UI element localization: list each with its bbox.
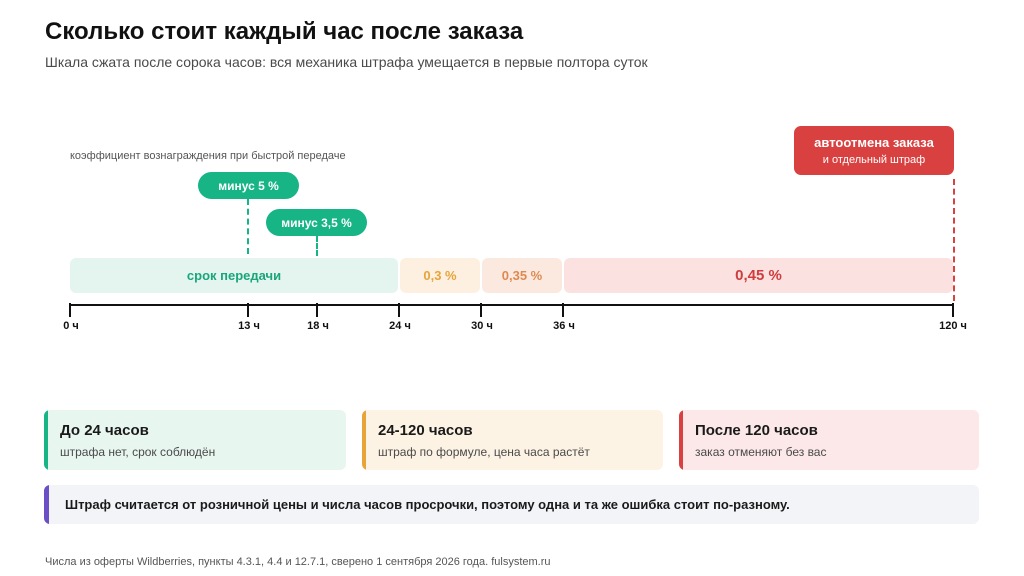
timeline-axis [70,304,954,306]
tick-30 [480,303,482,317]
tick-label-24: 24 ч [389,320,411,332]
card-after-120h: После 120 часов заказ отменяют без вас [679,410,979,470]
pill-minus-5: минус 5 % [198,172,299,199]
segment-deadline: срок передачи [70,258,398,293]
card-description: штрафа нет, срок соблюдён [60,445,216,459]
tick-13 [247,303,249,317]
card-accent-bar [44,410,48,470]
penalty-note: Штраф считается от розничной цены и числ… [44,485,979,524]
card-title: После 120 часов [695,422,818,439]
pill-minus-5-connector [247,199,249,254]
tick-120 [952,303,954,317]
tick-label-120: 120 ч [939,320,967,332]
tick-label-18: 18 ч [307,320,329,332]
card-description: штраф по формуле, цена часа растёт [378,445,590,459]
autocancel-callout: автоотмена заказа и отдельный штраф [794,126,954,175]
tick-18 [316,303,318,317]
source-footer: Числа из оферты Wildberries, пункты 4.3.… [45,556,551,568]
segment-rate-0-35: 0,35 % [482,258,562,293]
card-under-24h: До 24 часов штрафа нет, срок соблюдён [44,410,346,470]
card-accent-bar [362,410,366,470]
page-subtitle: Шкала сжата после сорока часов: вся меха… [45,54,648,70]
card-accent-bar [679,410,683,470]
page-title: Сколько стоит каждый час после заказа [45,18,524,45]
tick-0 [69,303,71,317]
card-24-120h: 24-120 часов штраф по формуле, цена часа… [362,410,663,470]
tick-24 [398,303,400,317]
tick-label-13: 13 ч [238,320,260,332]
pill-minus-3-5-connector [316,236,318,256]
autocancel-subtitle: и отдельный штраф [822,154,926,166]
autocancel-connector [953,179,955,301]
segment-rate-0-45: 0,45 % [564,258,953,293]
segment-rate-0-3: 0,3 % [400,258,480,293]
tick-label-30: 30 ч [471,320,493,332]
note-text: Штраф считается от розничной цены и числ… [65,497,790,512]
card-title: До 24 часов [60,422,149,439]
autocancel-title: автоотмена заказа [814,135,934,150]
tick-label-0: 0 ч [63,320,79,332]
tick-label-36: 36 ч [553,320,575,332]
card-description: заказ отменяют без вас [695,445,827,459]
coefficient-label: коэффициент вознаграждения при быстрой п… [70,150,346,162]
tick-36 [562,303,564,317]
pill-minus-3-5: минус 3,5 % [266,209,367,236]
card-title: 24-120 часов [378,422,473,439]
note-accent-bar [44,485,49,524]
